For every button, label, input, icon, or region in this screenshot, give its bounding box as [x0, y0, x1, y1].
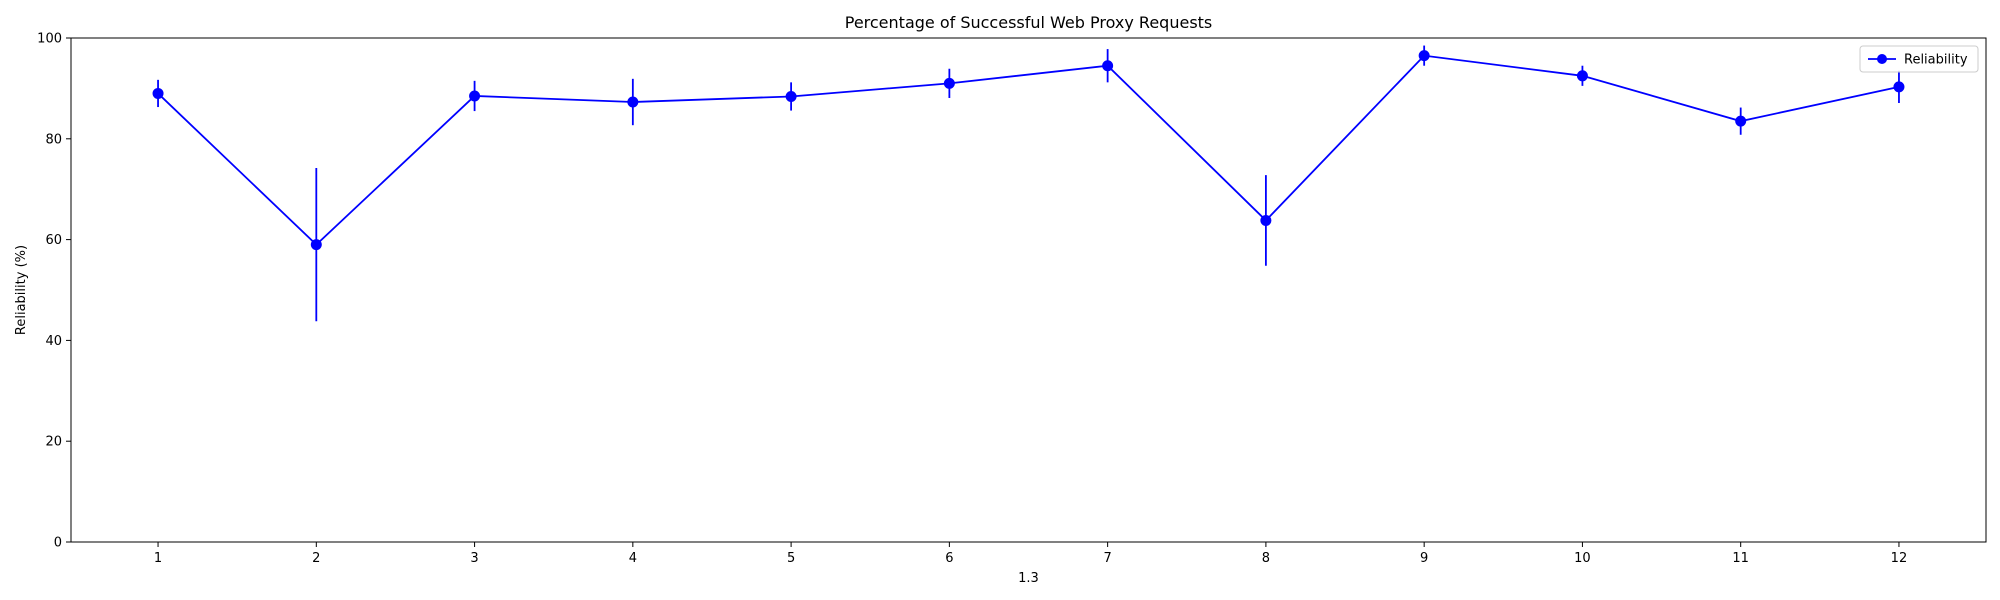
series-layer [152, 45, 1905, 322]
y-tick-label: 20 [45, 435, 62, 450]
x-tick-label: 1 [154, 551, 162, 566]
y-tick-label: 80 [45, 132, 62, 147]
y-tick-label: 0 [54, 536, 62, 551]
data-point [785, 90, 797, 102]
x-axis-title: 1.3 [1018, 571, 1039, 586]
data-point [1735, 115, 1747, 127]
series-line [157, 54, 1900, 246]
data-point [1102, 60, 1114, 72]
x-tick-label: 5 [787, 551, 795, 566]
y-axis-title: Reliability (%) [14, 245, 29, 335]
x-tick-label: 6 [945, 551, 953, 566]
x-tick-label: 2 [312, 551, 320, 566]
data-point [152, 87, 164, 99]
legend: Reliability [1859, 45, 1979, 73]
plot-frame [70, 37, 1987, 543]
data-point [627, 96, 639, 108]
x-tick-label: 3 [470, 551, 478, 566]
x-tick-label: 12 [1891, 551, 1908, 566]
x-tick-label: 7 [1103, 551, 1111, 566]
chart-title: Percentage of Successful Web Proxy Reque… [845, 13, 1213, 32]
data-point [1260, 214, 1272, 226]
x-tick-label: 11 [1732, 551, 1749, 566]
y-tick-label: 100 [37, 32, 62, 47]
data-point [1418, 50, 1430, 62]
legend-label: Reliability [1904, 53, 1968, 68]
y-tick-label: 60 [45, 233, 62, 248]
x-tick-label: 9 [1420, 551, 1428, 566]
x-tick-label: 10 [1574, 551, 1591, 566]
x-tick-label: 8 [1262, 551, 1270, 566]
legend-box [1859, 45, 1979, 73]
data-point [1893, 81, 1905, 93]
data-point [943, 77, 955, 89]
series-reliability [152, 45, 1905, 322]
x-tick-label: 4 [629, 551, 637, 566]
data-point [1576, 70, 1588, 82]
data-point [310, 239, 322, 251]
data-point [469, 90, 481, 102]
legend-marker [1877, 54, 1887, 64]
y-tick-label: 40 [45, 334, 62, 349]
